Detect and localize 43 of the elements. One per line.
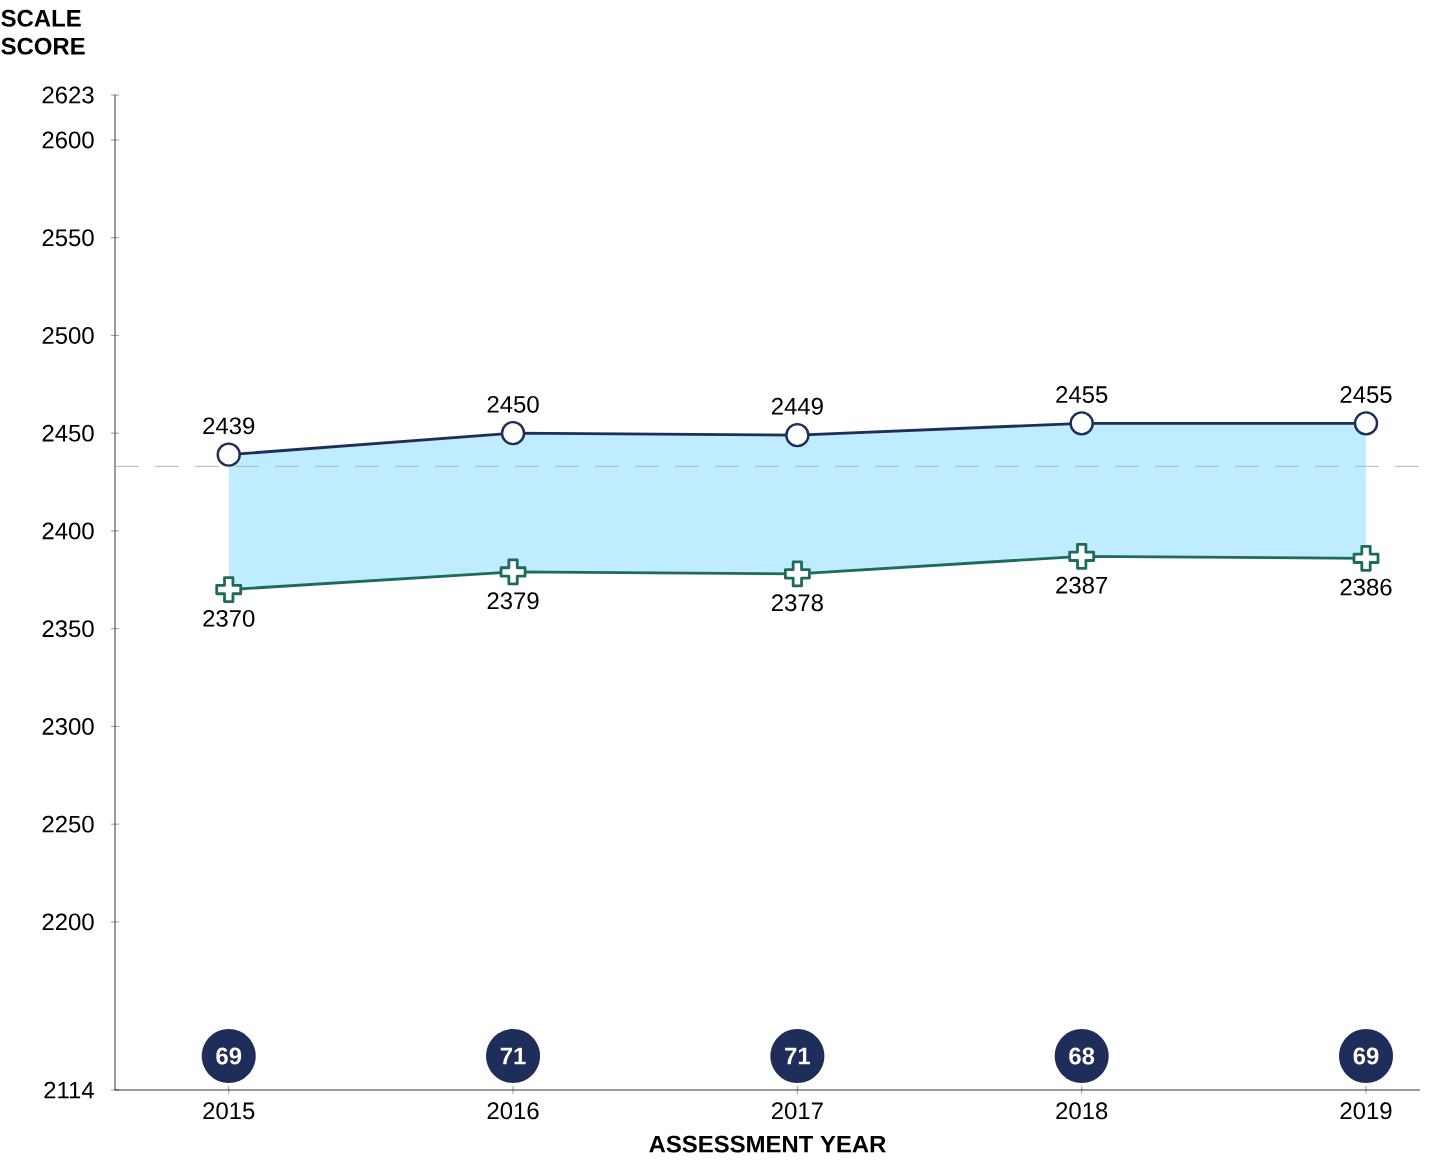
y-tick-label: 2250 bbox=[42, 815, 94, 833]
y-tick-label: 2114 bbox=[44, 1081, 94, 1099]
point bbox=[1352, 544, 1380, 572]
y-tick-label: 2200 bbox=[42, 913, 94, 931]
point bbox=[1069, 411, 1094, 436]
point bbox=[785, 422, 810, 448]
data-label: 2370 bbox=[203, 609, 255, 627]
data-label: 2449 bbox=[771, 397, 823, 415]
annotation: 68 bbox=[1069, 1047, 1095, 1065]
point bbox=[1068, 542, 1096, 570]
y-tick-label: 2400 bbox=[42, 522, 94, 540]
y-tick-label: 2550 bbox=[42, 229, 94, 247]
data-label: 2387 bbox=[1056, 576, 1108, 594]
point bbox=[499, 558, 527, 586]
point bbox=[500, 420, 526, 446]
x-tick-label: 2019 bbox=[1340, 1102, 1392, 1120]
y-tick-label: 2300 bbox=[42, 717, 94, 735]
x-tick-label: 2015 bbox=[203, 1102, 255, 1120]
data-label: 2386 bbox=[1340, 578, 1392, 596]
data-label: 2455 bbox=[1340, 386, 1392, 404]
y-tick-label: 2450 bbox=[42, 424, 94, 442]
data-label: 2439 bbox=[203, 417, 255, 435]
x-tick-label: 2018 bbox=[1056, 1102, 1108, 1120]
annotation: 69 bbox=[1353, 1047, 1379, 1065]
annotation: 71 bbox=[500, 1047, 526, 1065]
x-axis-title: ASSESSMENT YEAR bbox=[649, 1135, 886, 1153]
point bbox=[215, 576, 243, 603]
data-label: 2379 bbox=[487, 592, 539, 610]
y-tick-label: 2600 bbox=[42, 131, 94, 149]
point bbox=[1353, 411, 1379, 436]
y-tick-label: 2500 bbox=[42, 326, 94, 344]
x-tick-label: 2016 bbox=[487, 1102, 539, 1120]
point bbox=[216, 442, 241, 467]
y-tick-label: 2350 bbox=[42, 620, 94, 638]
point bbox=[783, 560, 811, 588]
x-tick-label: 2017 bbox=[771, 1102, 823, 1120]
data-label: 2450 bbox=[487, 395, 539, 413]
annotation: 69 bbox=[216, 1047, 242, 1065]
data-label: 2455 bbox=[1056, 386, 1108, 404]
data-label: 2378 bbox=[771, 594, 823, 612]
annotation: 71 bbox=[785, 1047, 810, 1065]
y-tick-label: 2623 bbox=[42, 86, 94, 104]
y-axis-title: SCALE SCORE bbox=[1, 9, 85, 55]
